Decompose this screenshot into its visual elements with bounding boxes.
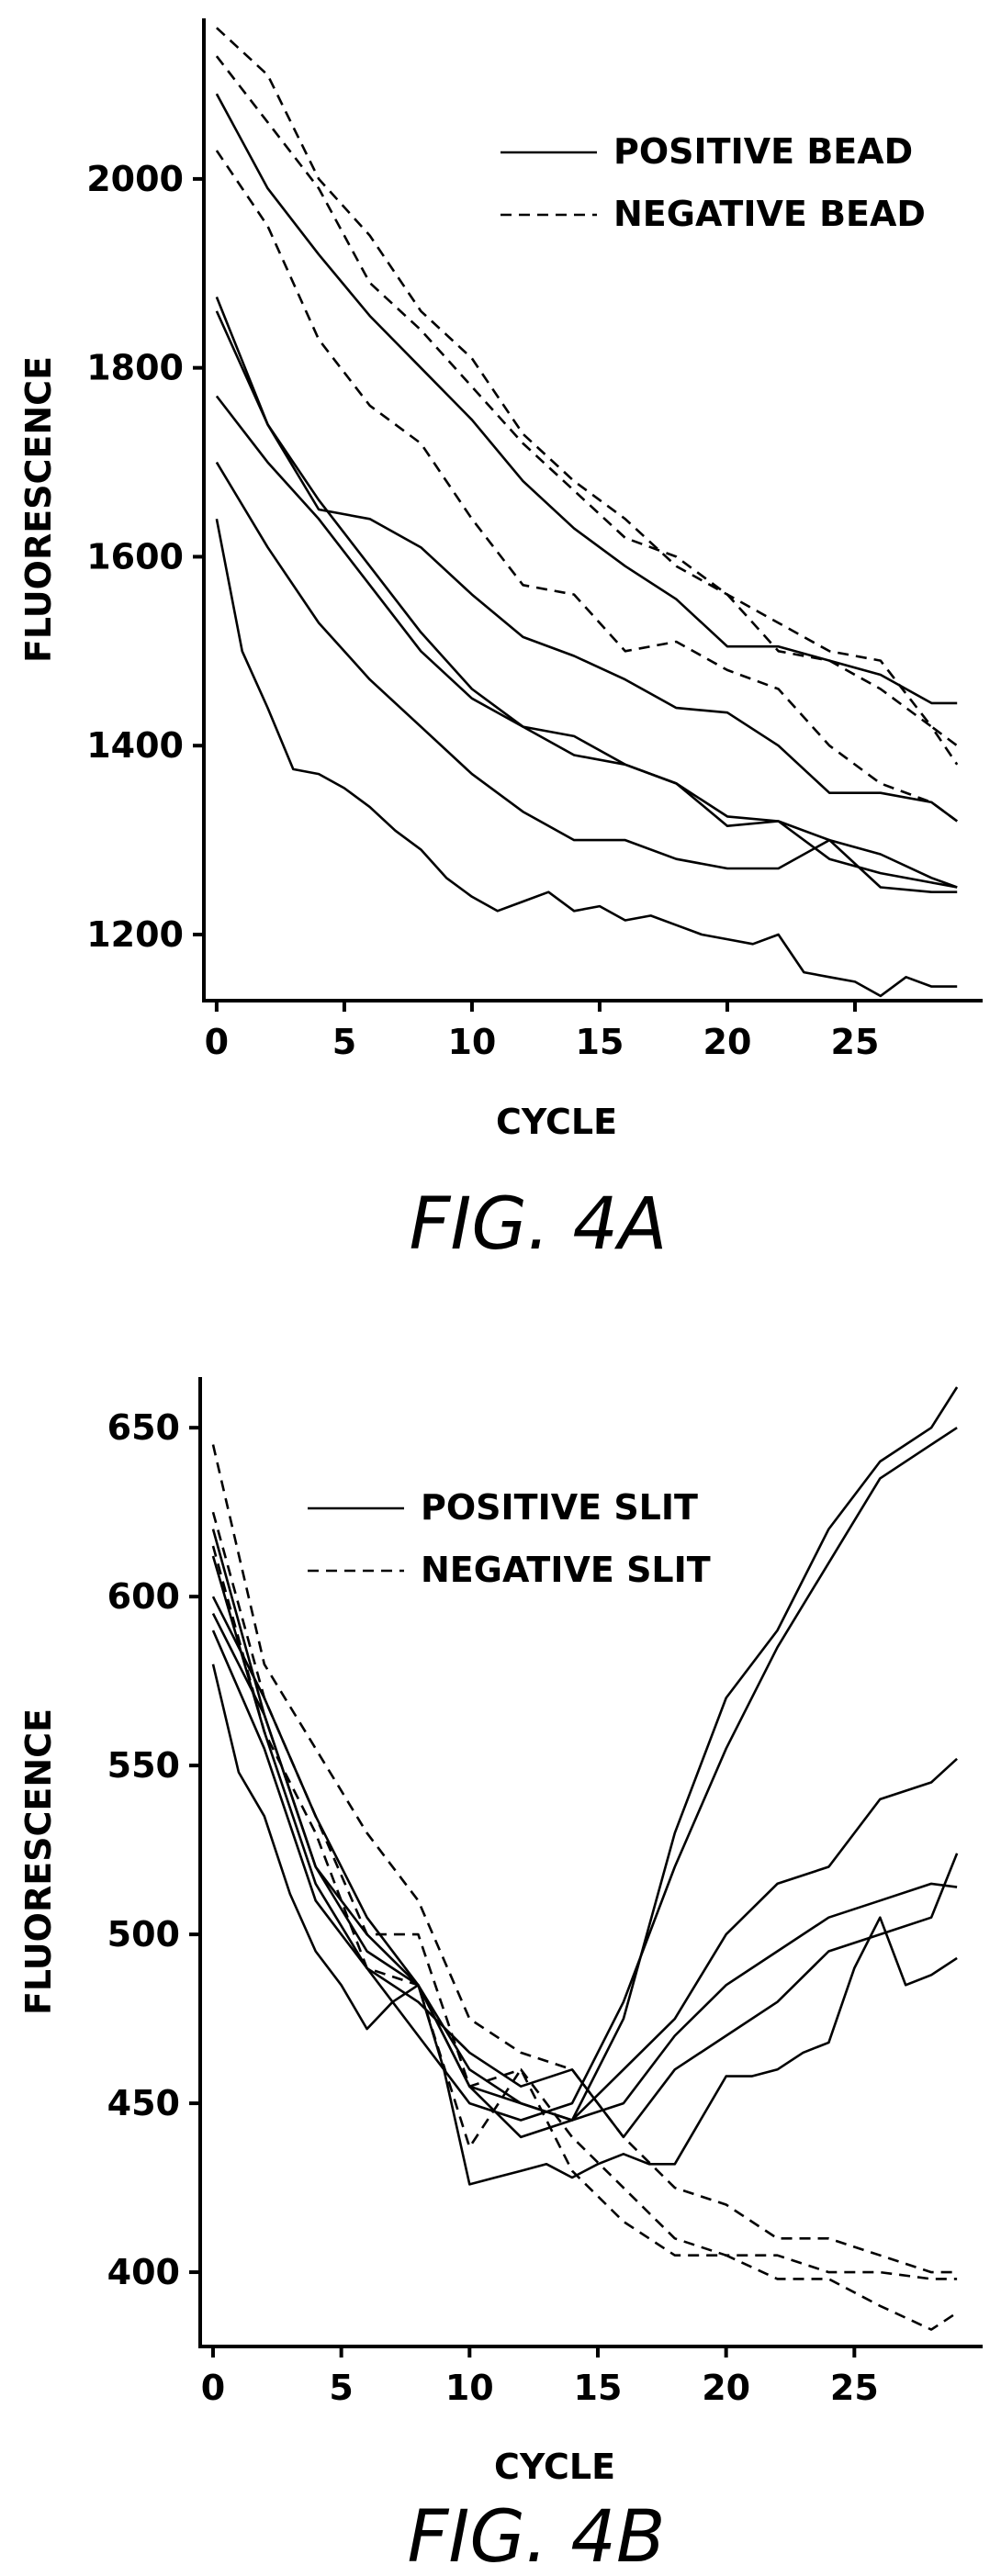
positive-series-line-2 [215,310,958,889]
x-tick-label: 10 [447,1022,496,1062]
positive-series-line-3 [215,395,958,889]
figure-caption: FIG. 4A [410,1183,668,1266]
axes [198,1377,983,2348]
positive-series-line-1 [211,1427,958,2122]
y-tick-label: 400 [107,2252,180,2292]
negative-series-line-7 [215,55,959,766]
x-tick-label: 20 [703,1022,752,1062]
positive-series-line-2 [211,1596,958,2122]
negative-series-line-7 [211,1511,958,2280]
x-tick-label: 10 [445,2368,494,2408]
y-tick-label: 2000 [86,159,184,199]
negative-series-line-6 [216,27,958,747]
y-tick-label: 500 [107,1914,180,1954]
legend-label: NEGATIVE SLIT [421,1550,711,1590]
positive-series-line-1 [215,297,958,823]
y-tick-label: 550 [107,1745,180,1786]
y-axis-title: FLUORESCENCE [18,1708,59,2015]
legend-label: POSITIVE BEAD [613,131,913,172]
positive-series-line-0 [211,1386,959,2139]
x-tick-label: 20 [702,2368,750,2408]
positive-series-line-3 [211,1613,958,2122]
legend-label: POSITIVE SLIT [421,1487,698,1528]
positive-series-line-5 [211,1663,958,2186]
x-tick-label: 0 [201,2368,225,2408]
x-axis-title: CYCLE [496,1102,617,1142]
axes [202,18,983,1002]
x-tick-label: 15 [574,2368,623,2408]
x-tick-label: 15 [576,1022,624,1062]
y-tick-label: 450 [107,2083,180,2123]
positive-series-line-4 [215,461,958,894]
y-tick-label: 1800 [86,348,184,388]
figure-caption: FIG. 4B [407,2496,665,2576]
y-tick-label: 1200 [86,914,184,955]
legend-label: NEGATIVE BEAD [613,194,926,234]
chart-fig-4b: 400 450 500 550 600 650 0 5 10 15 20 25 CYCLE FLUORES… [18,1377,983,2576]
negative-series-line-6 [211,1444,958,2274]
x-tick-label: 5 [332,1022,356,1062]
y-tick-label: 1600 [86,536,184,577]
negative-series-line-8 [211,1545,958,2331]
y-tick-label: 1400 [86,725,184,766]
y-tick-label: 600 [107,1576,180,1617]
positive-series-line-0 [215,93,958,705]
x-tick-label: 0 [205,1022,229,1062]
x-axis-title: CYCLE [494,2447,615,2487]
x-tick-label: 25 [831,1022,880,1062]
negative-series-line-8 [215,150,958,823]
positive-series-line-5 [215,519,958,998]
y-axis-title: FLUORESCENCE [18,356,59,663]
y-tick-label: 650 [107,1407,180,1448]
x-tick-label: 25 [830,2368,879,2408]
chart-fig-4a: 1200 1400 1600 1800 2000 0 5 10 15 20 25 CYCLE FLUOR… [18,18,983,1266]
x-tick-label: 5 [329,2368,353,2408]
